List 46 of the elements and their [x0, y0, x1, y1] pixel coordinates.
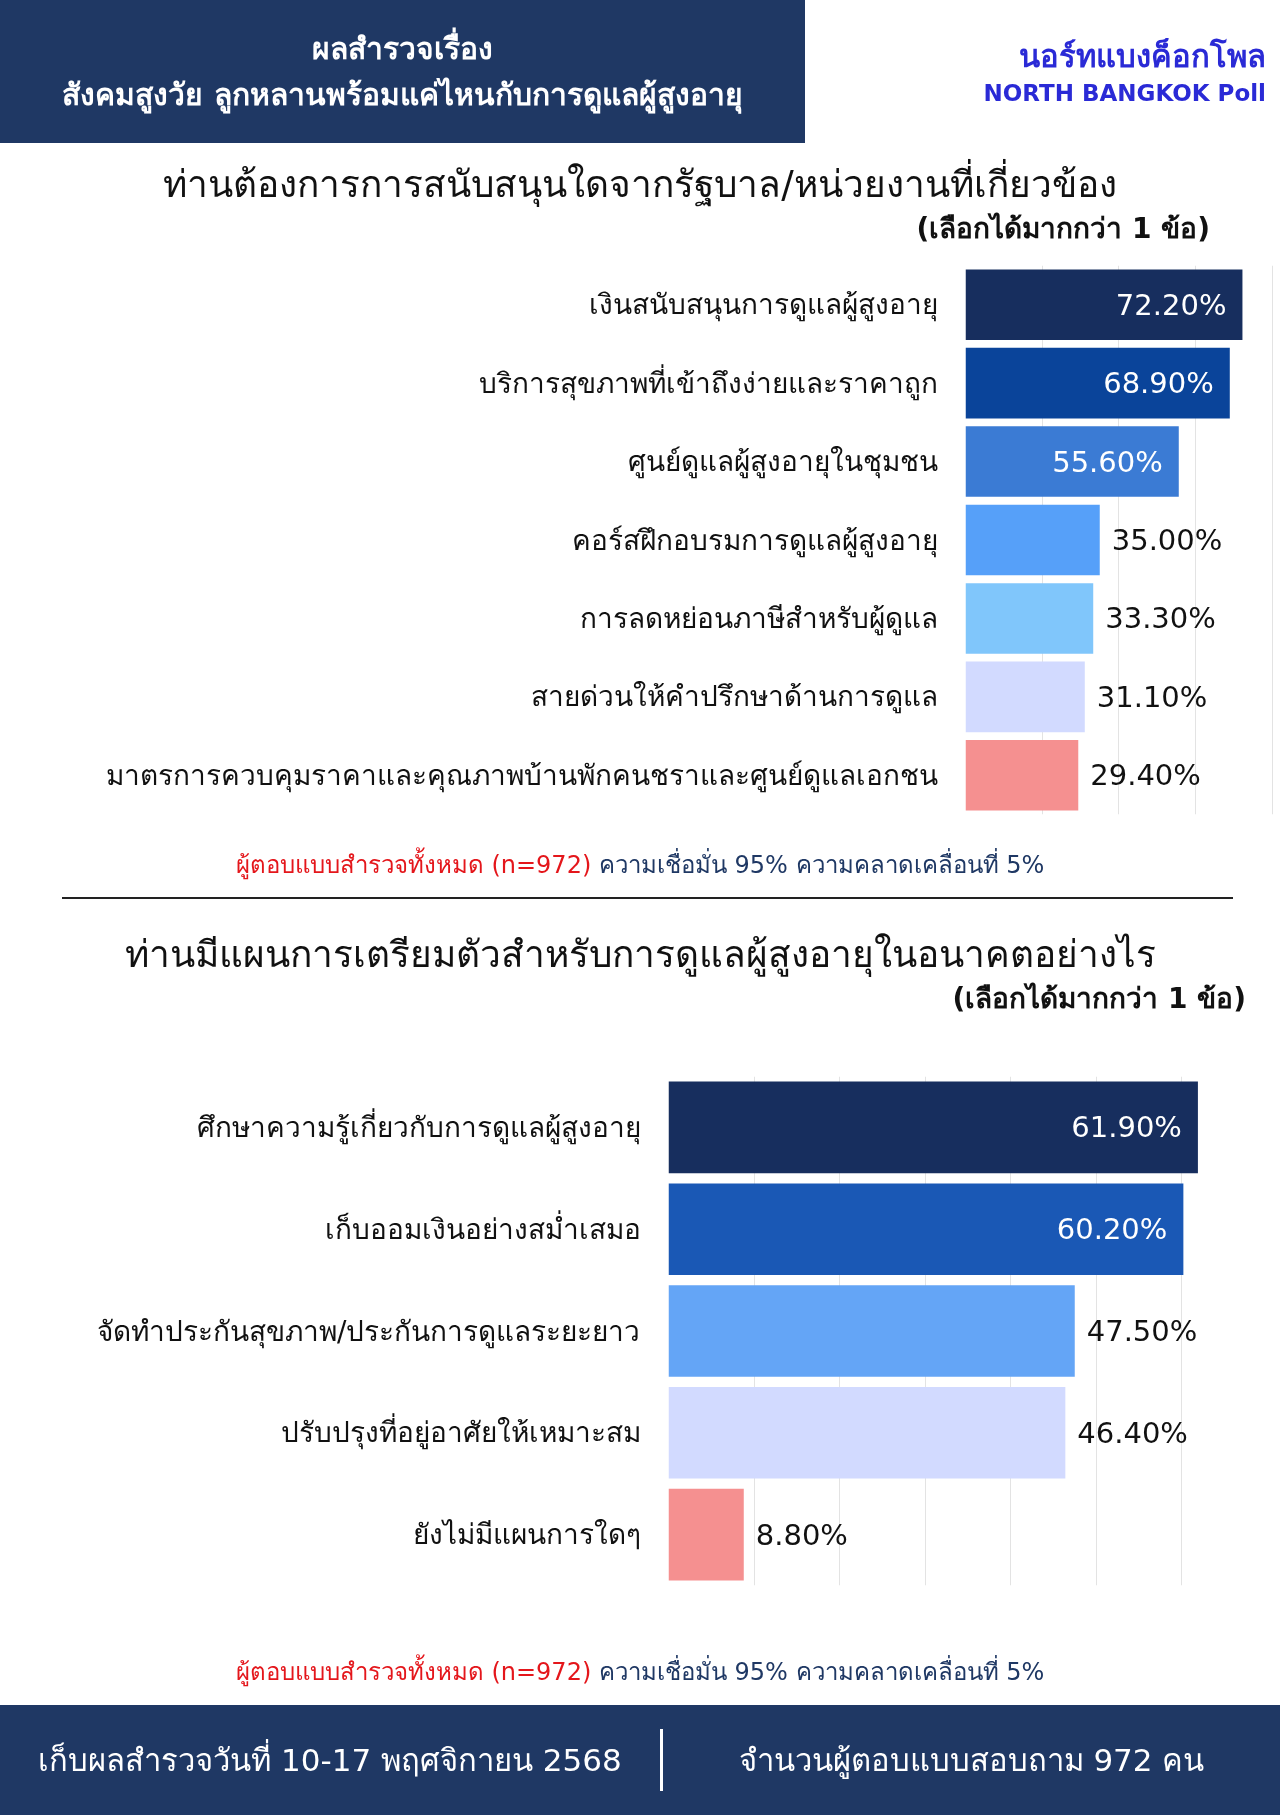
y-tick-label: ปรับปรุงที่อยู่อาศัยให้เหมาะสม	[280, 1413, 641, 1451]
bar	[668, 1488, 744, 1581]
y-tick-label: คอร์สฝึกอบรมการดูแลผู้สูงอายุ	[571, 523, 938, 558]
bar	[965, 347, 1230, 419]
y-tick-label: สายด่วนให้คำปรึกษาด้านการดูแล	[530, 680, 938, 715]
bar	[965, 269, 1243, 341]
bar	[668, 1285, 1075, 1377]
bar	[965, 426, 1179, 497]
data-label: 72.20%	[1115, 287, 1227, 322]
y-tick-label: เก็บออมเงินอย่างสม่ำเสมอ	[324, 1209, 641, 1246]
data-label: 29.40%	[1090, 758, 1201, 793]
bar	[668, 1081, 1198, 1174]
data-label: 55.60%	[1052, 444, 1163, 479]
data-label: 47.50%	[1086, 1314, 1198, 1348]
bar	[668, 1183, 1184, 1276]
bar	[965, 504, 1100, 576]
bar	[668, 1386, 1066, 1479]
bar	[965, 739, 1079, 811]
y-tick-label: ศึกษาความรู้เกี่ยวกับการดูแลผู้สูงอายุ	[196, 1107, 641, 1145]
chart-subtitle: (เลือกได้มากกว่า 1 ข้อ)	[915, 211, 1211, 247]
data-label: 31.10%	[1096, 679, 1208, 714]
data-label: 60.20%	[1056, 1212, 1168, 1247]
y-tick-label: ยังไม่มีแผนการใดๆ	[412, 1518, 641, 1552]
y-tick-label: เงินสนับสนุนการดูแลผู้สูงอายุ	[588, 288, 938, 323]
text: เก็บผลสำรวจวันที่ 10-17 พฤศจิกายน 2568	[37, 1738, 623, 1780]
data-label: 8.80%	[755, 1517, 848, 1552]
y-tick-label: จัดทำประกันสุขภาพ/ประกันการดูแลระยะยาว	[97, 1314, 641, 1349]
text: จำนวนผู้ตอบแบบสอบถาม 972 คน	[737, 1740, 1206, 1781]
y-tick-label: ศูนย์ดูแลผู้สูงอายุในชุมชน	[627, 445, 938, 480]
data-label: 68.90%	[1103, 366, 1214, 401]
text: นอร์ทแบงค็อกโพล	[1019, 36, 1266, 76]
data-label: 61.90%	[1071, 1110, 1182, 1145]
text: ผลสำรวจเรื่อง	[312, 26, 493, 68]
text: NORTH BANGKOK Poll	[983, 78, 1266, 108]
data-label: 33.30%	[1105, 601, 1216, 636]
y-tick-label: การลดหย่อนภาษีสำหรับผู้ดูแล	[579, 601, 938, 636]
chart-title: ท่านมีแผนการเตรียมตัวสำหรับการดูแลผู้สูงอายุในอนาคตอย่างไร	[123, 932, 1157, 979]
y-tick-label: มาตรการควบคุมราคาและคุณภาพบ้านพักคนชราและศูนย์ดูแลเอกชน	[105, 758, 938, 793]
data-label: 35.00%	[1111, 523, 1223, 557]
bar	[965, 583, 1094, 654]
chart-subtitle: (เลือกได้มากกว่า 1 ข้อ)	[951, 981, 1247, 1017]
data-label: 46.40%	[1077, 1415, 1188, 1450]
text: สังคมสูงวัย ลูกหลานพร้อมแค่ไหนกับการดูแลผู้สูงอายุ	[62, 75, 743, 116]
y-tick-label: บริการสุขภาพที่เข้าถึงง่ายและราคาถูก	[478, 363, 938, 401]
text: ท่านต้องการการสนับสนุนใดจากรัฐบาล/หน่วยงานที่เกี่ยวข้อง	[162, 161, 1118, 209]
bar	[965, 661, 1085, 733]
